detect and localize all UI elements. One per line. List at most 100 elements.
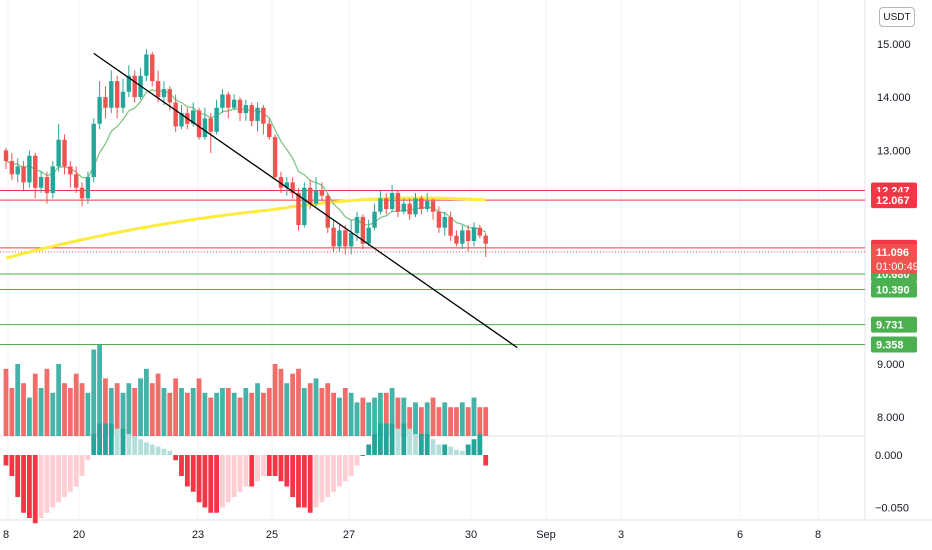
candle-body	[191, 110, 196, 124]
volume-bar	[454, 407, 459, 436]
volume-bar	[389, 388, 395, 436]
osc-bar	[196, 455, 202, 503]
volume-bar	[149, 383, 155, 436]
time-tick-label: 3	[618, 529, 624, 541]
volume-bar	[44, 368, 50, 436]
osc-bar	[50, 455, 56, 508]
osc-bar	[383, 423, 389, 455]
candle-body	[360, 217, 366, 244]
osc-bar	[214, 455, 219, 513]
volume-bar	[132, 388, 138, 436]
time-tick-label: 8	[815, 529, 821, 541]
candle-body	[425, 201, 430, 210]
osc-bar	[407, 428, 413, 455]
ma-long-line	[5, 196, 486, 260]
osc-bar	[126, 434, 132, 455]
osc-bar	[290, 455, 296, 497]
volume-bar	[85, 392, 91, 436]
osc-bar	[354, 455, 360, 466]
candle-body	[120, 91, 126, 108]
volume-bars	[3, 344, 489, 436]
osc-bar	[97, 423, 102, 455]
osc-bar	[173, 455, 179, 461]
volume-bar	[372, 397, 377, 436]
time-axis[interactable]: 8 20 23 25 27 30 Sep 3 6 8	[3, 529, 821, 541]
osc-bar	[44, 455, 50, 513]
osc-bar	[301, 455, 307, 508]
osc-bar	[313, 455, 319, 508]
volume-bar	[331, 392, 336, 436]
candle-body	[331, 227, 336, 247]
volume-bar	[477, 407, 483, 436]
volume-bar	[144, 368, 149, 436]
candle-body	[290, 182, 295, 194]
price-badge-label: 9.731	[876, 320, 904, 332]
candle-body	[278, 177, 284, 188]
volume-bar	[27, 397, 32, 436]
volume-bar	[21, 383, 26, 436]
candle-body	[150, 54, 155, 82]
volume-bar	[430, 397, 436, 436]
volume-bar	[62, 383, 67, 436]
osc-bar	[360, 455, 366, 456]
osc-bar	[103, 423, 108, 455]
osc-bar	[266, 455, 272, 476]
osc-bar	[348, 455, 354, 476]
price-badge	[871, 316, 917, 333]
osc-bar	[459, 450, 465, 455]
time-tick-label: 25	[266, 529, 278, 541]
candle-body	[126, 75, 132, 92]
candle-body	[296, 193, 301, 226]
osc-bar	[465, 444, 471, 455]
candle-body	[343, 230, 348, 247]
candle-body	[448, 217, 453, 236]
osc-bar	[325, 455, 331, 497]
osc-bar	[38, 455, 44, 518]
candle-body	[155, 81, 161, 98]
candle-body	[33, 155, 38, 188]
candle-body	[460, 230, 465, 244]
candle-body	[419, 198, 424, 210]
currency-selector[interactable]: USDT	[879, 7, 915, 27]
trendline[interactable]	[93, 52, 518, 349]
volume-bar	[307, 383, 313, 436]
candle-body	[407, 203, 412, 215]
osc-bar	[190, 455, 196, 492]
price-badge-label: 9.358	[876, 340, 904, 352]
osc-bar	[296, 455, 301, 508]
volume-bar	[383, 392, 389, 436]
price-badge-label: 10.390	[876, 285, 910, 297]
osc-bar	[167, 450, 173, 455]
price-axis[interactable]: 15.000 14.000 13.000 9.000 8.000 0.000 −0.050	[875, 39, 911, 515]
candle-body	[401, 203, 406, 212]
candle-body	[68, 166, 73, 175]
price-badge	[871, 281, 917, 298]
candle-body	[255, 107, 260, 122]
osc-bar	[120, 428, 126, 455]
volume-bar	[255, 383, 260, 436]
volume-bar	[459, 402, 465, 436]
osc-bar	[413, 434, 418, 455]
volume-bar	[91, 349, 97, 436]
volume-bar	[471, 397, 477, 436]
volume-bar	[424, 402, 430, 436]
osc-bar	[21, 455, 26, 513]
osc-bar	[32, 455, 38, 524]
volume-bar	[32, 373, 38, 436]
osc-bar	[161, 448, 167, 455]
candle-body	[308, 187, 313, 204]
candle-body	[354, 217, 360, 234]
candle-body	[313, 190, 319, 204]
candle-body	[196, 110, 202, 138]
volume-bar	[126, 383, 132, 436]
candle-body	[302, 187, 307, 226]
volume-bar	[418, 407, 424, 436]
candle-body	[173, 102, 178, 127]
price-tick-label: 9.000	[877, 359, 905, 371]
price-badge-label: 12.067	[876, 195, 910, 207]
osc-bar	[448, 446, 453, 455]
osc-bar	[56, 455, 62, 503]
volume-bar	[9, 388, 15, 436]
candle-body	[477, 227, 483, 236]
